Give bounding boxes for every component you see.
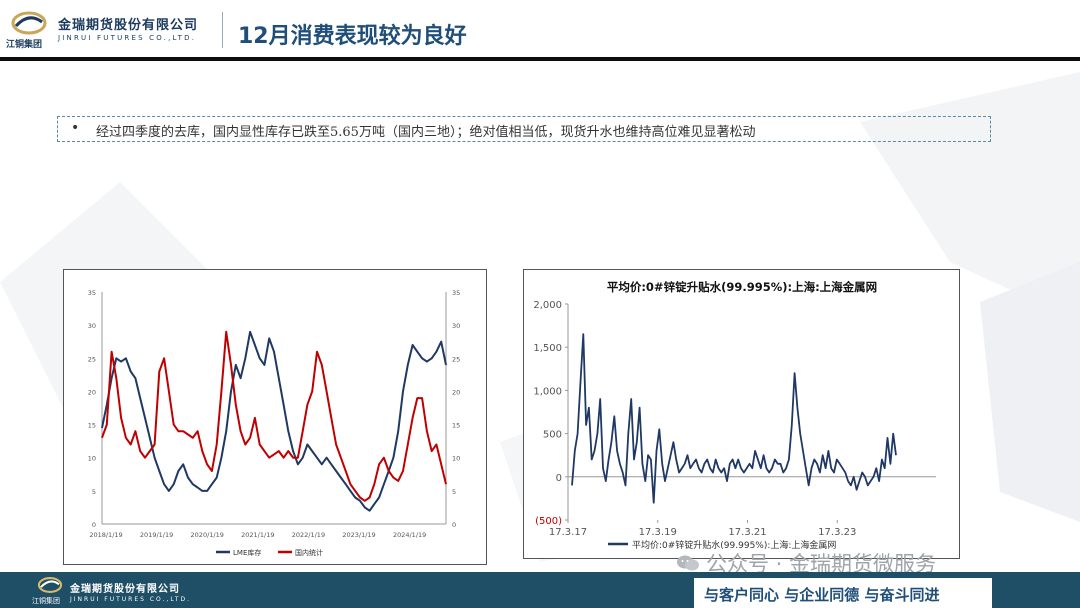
header: 江铜集团 金瑞期货股份有限公司 JINRUI FUTURES CO.,LTD. … bbox=[0, 0, 1080, 62]
bullet-box: • 经过四季度的去库，国内显性库存已跌至5.65万吨（国内三地）；绝对值相当低，… bbox=[57, 116, 991, 142]
footer-slogan: 与客户同心 与企业同德 与奋斗同进 bbox=[704, 586, 940, 604]
y-tick-label: 500 bbox=[543, 430, 562, 441]
series-line-lme bbox=[101, 330, 447, 512]
x-tick-label: 2020/1/19 bbox=[191, 531, 224, 539]
y-tick-label-left: 20 bbox=[88, 388, 96, 396]
y-tick-label-right: 10 bbox=[452, 455, 460, 463]
header-divider bbox=[222, 12, 223, 48]
page-title: 12月消费表现较为良好 bbox=[238, 24, 467, 49]
y-tick-label-right: 5 bbox=[452, 488, 456, 496]
footer-company-cn: 金瑞期货股份有限公司 bbox=[70, 584, 180, 595]
x-tick-label: 2024/1/19 bbox=[393, 531, 426, 539]
series-line-domestic bbox=[101, 330, 447, 502]
x-tick-label: 2022/1/19 bbox=[292, 531, 325, 539]
y-tick-label-left: 10 bbox=[88, 455, 96, 463]
y-tick-label-left: 0 bbox=[92, 521, 96, 529]
premium-chart-svg: 平均价:0#锌锭升贴水(99.995%):上海:上海金属网 2,000 1,500 1… bbox=[533, 280, 936, 551]
y-tick-label-right: 20 bbox=[452, 388, 460, 396]
footer-logo-group: 江铜集团 bbox=[32, 597, 60, 605]
company-name-en: JINRUI FUTURES CO.,LTD. bbox=[58, 34, 197, 42]
x-tick-label: 17.3.23 bbox=[818, 527, 856, 538]
y-tick-label: 2,000 bbox=[533, 300, 562, 311]
inventory-chart-svg: 35 30 25 20 15 10 5 0 35 30 25 20 15 10 5 0 2018/1/19 201… bbox=[88, 289, 461, 557]
legend-label: 平均价:0#锌锭升贴水(99.995%):上海:上海金属网 bbox=[632, 539, 836, 551]
logo-group-text: 江铜集团 bbox=[6, 40, 43, 50]
x-tick-label: 17.3.17 bbox=[549, 527, 587, 538]
y-tick-label-left: 35 bbox=[88, 289, 96, 297]
y-tick-label-right: 25 bbox=[452, 355, 460, 363]
company-logo-icon bbox=[11, 11, 47, 35]
slogan-box bbox=[694, 578, 992, 608]
y-tick-label-left: 5 bbox=[92, 488, 96, 496]
x-tick-label: 17.3.21 bbox=[728, 527, 766, 538]
x-tick-label: 2019/1/19 bbox=[140, 531, 173, 539]
x-tick-label: 2023/1/19 bbox=[342, 531, 375, 539]
inventory-chart: 35 30 25 20 15 10 5 0 35 30 25 20 15 10 5 0 2018/1/19 201… bbox=[63, 269, 487, 565]
series-line-premium bbox=[571, 333, 897, 504]
premium-chart: 平均价:0#锌锭升贴水(99.995%):上海:上海金属网 2,000 1,500 1… bbox=[523, 269, 960, 559]
y-tick-label: 0 bbox=[556, 473, 562, 484]
y-tick-label-right: 35 bbox=[452, 289, 460, 297]
x-tick-label: 17.3.19 bbox=[639, 527, 677, 538]
y-tick-label-right: 15 bbox=[452, 422, 460, 430]
legend-label: 国内统计 bbox=[295, 548, 323, 557]
bullet-text: 经过四季度的去库，国内显性库存已跌至5.65万吨（国内三地）；绝对值相当低，现货… bbox=[96, 125, 756, 140]
x-tick-label: 2021/1/19 bbox=[241, 531, 274, 539]
wechat-icon bbox=[677, 555, 699, 571]
footer-logo-icon bbox=[37, 577, 63, 593]
y-tick-label: (500) bbox=[535, 516, 562, 527]
legend-label: LME库存 bbox=[233, 548, 261, 557]
footer-company-en: JINRUI FUTURES CO.,LTD. bbox=[70, 596, 192, 603]
y-tick-label: 1,000 bbox=[533, 386, 562, 397]
chart-title: 平均价:0#锌锭升贴水(99.995%):上海:上海金属网 bbox=[607, 280, 877, 294]
company-name-cn: 金瑞期货股份有限公司 bbox=[58, 18, 199, 33]
y-tick-label-right: 0 bbox=[452, 521, 456, 529]
y-tick-label: 1,500 bbox=[533, 343, 562, 354]
y-tick-label-right: 30 bbox=[452, 322, 460, 330]
bullet-marker: • bbox=[71, 120, 80, 136]
y-tick-label-left: 30 bbox=[88, 322, 96, 330]
y-tick-label-left: 15 bbox=[88, 422, 96, 430]
y-tick-label-left: 25 bbox=[88, 355, 96, 363]
header-rule bbox=[0, 57, 1080, 61]
x-tick-label: 2018/1/19 bbox=[89, 531, 122, 539]
